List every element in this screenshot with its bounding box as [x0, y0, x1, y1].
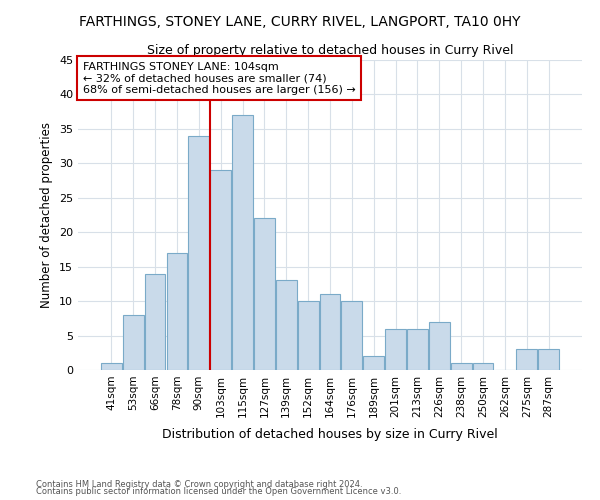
Bar	[232, 115, 253, 370]
Text: Contains HM Land Registry data © Crown copyright and database right 2024.: Contains HM Land Registry data © Crown c…	[36, 480, 362, 489]
Bar	[385, 328, 406, 370]
Bar	[101, 363, 122, 370]
Text: FARTHINGS STONEY LANE: 104sqm
← 32% of detached houses are smaller (74)
68% of s: FARTHINGS STONEY LANE: 104sqm ← 32% of d…	[83, 62, 356, 95]
Title: Size of property relative to detached houses in Curry Rivel: Size of property relative to detached ho…	[147, 44, 513, 58]
Bar	[320, 294, 340, 370]
Bar	[364, 356, 384, 370]
Bar	[123, 315, 143, 370]
Bar	[145, 274, 166, 370]
Bar	[167, 253, 187, 370]
Bar	[210, 170, 231, 370]
Bar	[254, 218, 275, 370]
Y-axis label: Number of detached properties: Number of detached properties	[40, 122, 53, 308]
Bar	[451, 363, 472, 370]
Text: FARTHINGS, STONEY LANE, CURRY RIVEL, LANGPORT, TA10 0HY: FARTHINGS, STONEY LANE, CURRY RIVEL, LAN…	[79, 15, 521, 29]
Bar	[188, 136, 209, 370]
Bar	[473, 363, 493, 370]
Text: Contains public sector information licensed under the Open Government Licence v3: Contains public sector information licen…	[36, 488, 401, 496]
Bar	[298, 301, 319, 370]
X-axis label: Distribution of detached houses by size in Curry Rivel: Distribution of detached houses by size …	[162, 428, 498, 441]
Bar	[341, 301, 362, 370]
Bar	[517, 350, 537, 370]
Bar	[407, 328, 428, 370]
Bar	[276, 280, 296, 370]
Bar	[538, 350, 559, 370]
Bar	[429, 322, 450, 370]
